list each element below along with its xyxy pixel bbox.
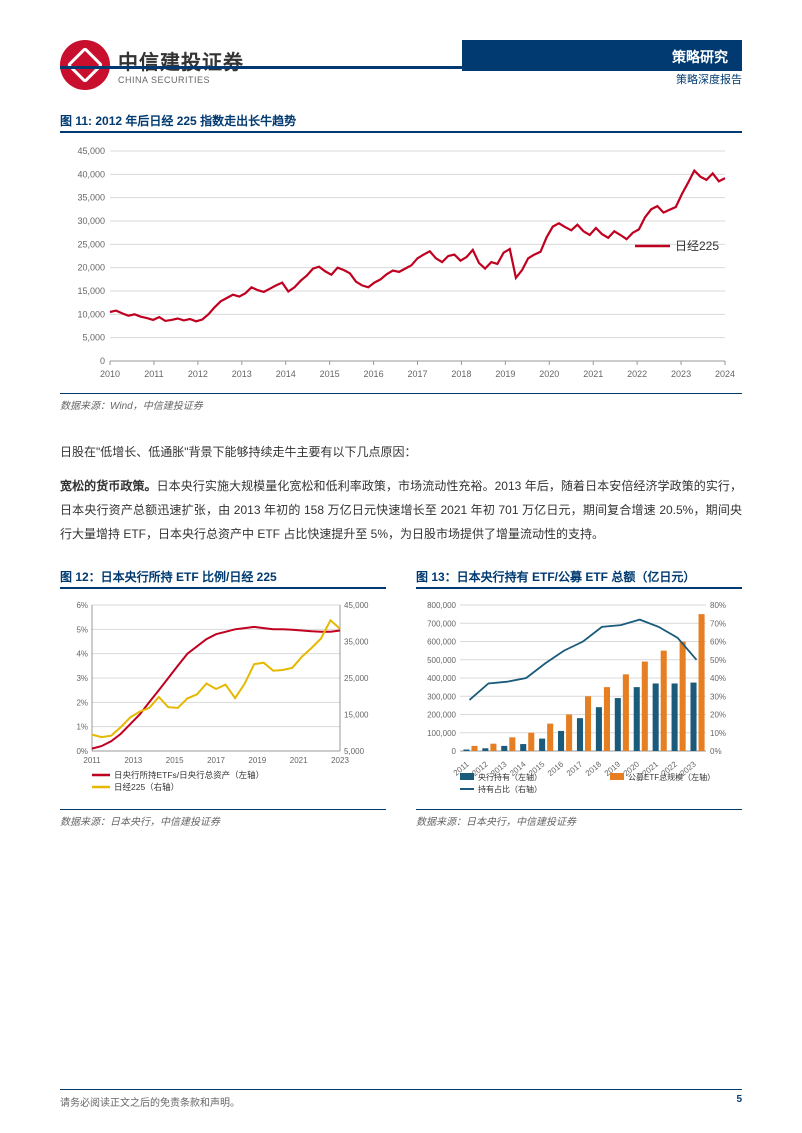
svg-text:0%: 0% [76,747,88,756]
footer-disclaimer: 请务必阅读正文之后的免责条款和声明。 [60,1094,240,1109]
page-header: 中信建投证券 CHINA SECURITIES 策略研究 策略深度报告 [60,40,742,90]
svg-text:公募ETF总规模（左轴）: 公募ETF总规模（左轴） [628,772,715,782]
svg-text:700,000: 700,000 [427,619,456,628]
report-category: 策略研究 [462,40,742,71]
p2-rest: 日本央行实施大规模量化宽松和低利率政策，市场流动性充裕。2013 年后，随着日本… [60,479,742,541]
paragraph-1: 日股在"低增长、低通胀"背景下能够持续走牛主要有以下几点原因： [60,440,742,464]
svg-text:0: 0 [452,747,457,756]
svg-text:80%: 80% [710,601,726,610]
svg-text:60%: 60% [710,638,726,647]
svg-text:持有占比（右轴）: 持有占比（右轴） [478,784,542,794]
svg-text:15,000: 15,000 [344,711,369,720]
svg-text:45,000: 45,000 [77,146,105,156]
logo-block: 中信建投证券 CHINA SECURITIES [60,40,244,90]
svg-text:50%: 50% [710,656,726,665]
svg-text:100,000: 100,000 [427,729,456,738]
svg-text:25,000: 25,000 [77,239,105,249]
svg-text:日央行所持ETFs/日央行总资产（左轴）: 日央行所持ETFs/日央行总资产（左轴） [114,770,264,780]
svg-text:2018: 2018 [451,369,471,379]
svg-text:5,000: 5,000 [344,747,365,756]
svg-text:300,000: 300,000 [427,692,456,701]
svg-text:2021: 2021 [583,369,603,379]
svg-text:5,000: 5,000 [82,333,105,343]
svg-text:6%: 6% [76,601,88,610]
svg-text:2013: 2013 [124,756,142,765]
svg-text:央行持有（左轴）: 央行持有（左轴） [478,772,542,782]
svg-text:2016: 2016 [546,759,566,778]
svg-text:日经225（右轴）: 日经225（右轴） [114,782,179,792]
report-subcategory: 策略深度报告 [462,71,742,87]
svg-text:2011: 2011 [83,756,101,765]
svg-text:3%: 3% [76,674,88,683]
svg-text:2017: 2017 [407,369,427,379]
svg-text:2019: 2019 [495,369,515,379]
svg-text:1%: 1% [76,723,88,732]
svg-text:2016: 2016 [364,369,384,379]
svg-text:2013: 2013 [232,369,252,379]
footer: 请务必阅读正文之后的免责条款和声明。 5 [60,1089,742,1109]
fig11-chart: 0 5,000 10,000 15,000 20,000 25,000 30,000 35,0… [60,141,742,391]
svg-text:2012: 2012 [188,369,208,379]
svg-text:2024: 2024 [715,369,735,379]
svg-text:2014: 2014 [276,369,296,379]
svg-text:2023: 2023 [671,369,691,379]
svg-text:40,000: 40,000 [77,169,105,179]
svg-text:10%: 10% [710,729,726,738]
svg-text:35,000: 35,000 [344,638,369,647]
svg-text:0: 0 [100,356,105,366]
page-number: 5 [736,1094,742,1109]
svg-text:2015: 2015 [320,369,340,379]
svg-text:2017: 2017 [207,756,225,765]
fig11-source: 数据来源：Wind，中信建投证券 [60,393,742,412]
fig13-chart: 0 100,000 200,000 300,000 400,000 500,000 600,… [416,597,742,807]
svg-text:35,000: 35,000 [77,193,105,203]
svg-text:70%: 70% [710,619,726,628]
svg-text:2011: 2011 [144,369,163,379]
svg-text:20,000: 20,000 [77,263,105,273]
fig11-title: 图 11: 2012 年后日经 225 指数走出长牛趋势 [60,112,742,133]
logo-icon [60,40,110,90]
p2-bold: 宽松的货币政策。 [60,479,157,493]
svg-text:25,000: 25,000 [344,674,369,683]
svg-text:800,000: 800,000 [427,601,456,610]
svg-text:400,000: 400,000 [427,674,456,683]
svg-text:2018: 2018 [584,759,604,778]
svg-text:500,000: 500,000 [427,656,456,665]
fig12-chart: 0% 1% 2% 3% 4% 5% 6% 5,000 15,000 25,000 35,000 45,… [60,597,386,807]
svg-text:40%: 40% [710,674,726,683]
company-name-en: CHINA SECURITIES [118,75,244,85]
svg-text:600,000: 600,000 [427,638,456,647]
fig12-source: 数据来源：日本央行，中信建投证券 [60,809,386,828]
svg-text:2%: 2% [76,698,88,707]
fig13-source: 数据来源：日本央行，中信建投证券 [416,809,742,828]
svg-text:2020: 2020 [539,369,559,379]
svg-text:2010: 2010 [100,369,120,379]
body-text: 日股在"低增长、低通胀"背景下能够持续走牛主要有以下几点原因： 宽松的货币政策。… [60,440,742,546]
paragraph-2: 宽松的货币政策。日本央行实施大规模量化宽松和低利率政策，市场流动性充裕。2013… [60,474,742,546]
svg-text:30,000: 30,000 [77,216,105,226]
fig13-title: 图 13：日本央行持有 ETF/公募 ETF 总额（亿日元） [416,568,742,589]
svg-text:2017: 2017 [565,759,585,778]
svg-text:2021: 2021 [290,756,308,765]
svg-text:2019: 2019 [248,756,266,765]
fig12-title: 图 12：日本央行所持 ETF 比例/日经 225 [60,568,386,589]
svg-text:0%: 0% [710,747,722,756]
svg-text:20%: 20% [710,711,726,720]
svg-text:45,000: 45,000 [344,601,369,610]
svg-text:30%: 30% [710,692,726,701]
svg-text:15,000: 15,000 [77,286,105,296]
svg-text:2023: 2023 [331,756,349,765]
svg-text:5%: 5% [76,625,88,634]
svg-text:日经225: 日经225 [675,239,719,253]
svg-text:200,000: 200,000 [427,711,456,720]
svg-text:2015: 2015 [166,756,184,765]
company-name-cn: 中信建投证券 [118,46,244,75]
svg-text:2022: 2022 [627,369,647,379]
svg-text:4%: 4% [76,650,88,659]
svg-text:10,000: 10,000 [77,309,105,319]
